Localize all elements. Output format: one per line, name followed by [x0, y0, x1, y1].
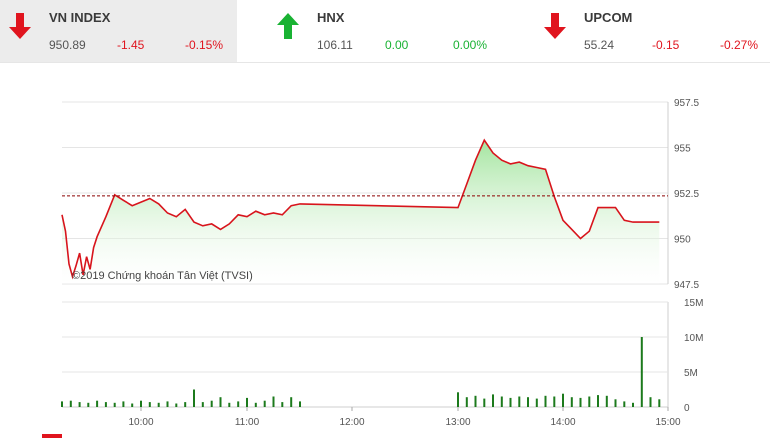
arrow-down-icon	[9, 13, 31, 39]
volume-bar	[104, 402, 107, 407]
index-pct: -0.15%	[185, 38, 224, 52]
volume-tick-label: 10M	[684, 333, 703, 344]
volume-bar	[640, 337, 643, 407]
index-pct: 0.00%	[453, 38, 488, 52]
volume-bar	[228, 402, 231, 407]
index-bar	[0, 0, 770, 63]
volume-tick-label: 15M	[684, 298, 703, 309]
price-area	[62, 140, 660, 284]
volume-bar	[597, 395, 599, 407]
volume-bar	[263, 400, 266, 407]
volume-bar	[219, 397, 222, 407]
index-name: HNX	[317, 10, 345, 25]
volume-bar	[527, 397, 529, 407]
volume-bar	[544, 395, 547, 407]
volume-bar	[246, 397, 248, 407]
x-tick-label: 11:00	[235, 417, 260, 428]
volume-bar	[201, 402, 204, 407]
index-change: -1.45	[117, 38, 145, 52]
x-tick-label: 14:00	[550, 417, 575, 428]
volume-bar	[562, 393, 564, 407]
volume-bar	[166, 401, 169, 407]
volume-bar	[632, 402, 634, 407]
volume-bar	[140, 400, 142, 407]
index-tab-vn-index[interactable]: VN INDEX 950.89 -1.45 -0.15%	[0, 0, 237, 62]
arrow-up-icon	[277, 13, 299, 39]
volume-tick-label: 0	[684, 403, 690, 414]
volume-bar	[122, 401, 125, 407]
volume-bar	[570, 397, 573, 407]
volume-bar	[474, 395, 477, 407]
volume-bar	[184, 402, 187, 407]
price-tick-label: 950	[674, 235, 691, 246]
x-tick-label: 13:00	[445, 417, 470, 428]
volume-bar	[193, 389, 195, 407]
volume-bar	[290, 397, 293, 407]
copyright-text: ©2019 Chứng khoán Tân Việt (TVSI)	[72, 270, 253, 282]
volume-bar	[78, 402, 81, 407]
intraday-chart: 957.5 955 952.5 950 947.5 ©2019 Chứng khoán T…	[42, 98, 703, 438]
legend-marker	[42, 434, 62, 438]
volume-bar	[272, 396, 275, 407]
volume-bar	[87, 402, 90, 407]
volume-bar	[157, 402, 160, 407]
volume-bar	[605, 395, 608, 407]
x-tick-label: 15:00	[655, 417, 680, 428]
volume-bar	[465, 397, 468, 407]
price-tick-label: 957.5	[674, 98, 699, 109]
index-change: -0.15	[652, 38, 680, 52]
index-tab-hnx[interactable]: HNX 106.11 0.00 0.00%	[268, 0, 508, 62]
volume-bar	[492, 394, 494, 407]
volume-bar	[69, 400, 72, 407]
index-value: 55.24	[584, 38, 615, 52]
volume-bar	[457, 392, 459, 407]
price-tick-label: 955	[674, 144, 691, 155]
volume-bar	[500, 396, 503, 407]
index-value: 106.11	[317, 38, 353, 52]
index-change: 0.00	[385, 38, 409, 52]
volume-bar	[148, 402, 151, 407]
index-value: 950.89	[49, 38, 86, 52]
volume-bar	[518, 396, 521, 407]
x-tick-label: 10:00	[128, 417, 153, 428]
volume-bar	[614, 399, 617, 407]
index-name: VN INDEX	[49, 10, 111, 25]
index-name: UPCOM	[584, 10, 633, 25]
price-tick-label: 952.5	[674, 189, 699, 200]
volume-bar	[210, 400, 213, 407]
volume-bar	[649, 397, 652, 407]
volume-bar	[658, 399, 661, 407]
index-pct: -0.27%	[720, 38, 759, 52]
volume-bar	[61, 401, 63, 407]
volume-bar	[509, 397, 512, 407]
volume-bar	[96, 400, 99, 407]
volume-bar	[299, 401, 301, 407]
volume-bar	[254, 402, 257, 407]
price-line	[61, 138, 660, 280]
volume-bar	[535, 398, 538, 407]
volume-bar	[175, 403, 178, 407]
volume-bar	[131, 403, 134, 407]
volume-bar	[113, 402, 116, 407]
x-tick-label: 12:00	[339, 417, 364, 428]
volume-bar	[553, 396, 556, 407]
arrow-down-icon	[544, 13, 566, 39]
volume-bar	[623, 401, 626, 407]
volume-tick-label: 5M	[684, 368, 698, 379]
price-tick-label: 947.5	[674, 280, 699, 291]
volume-bar	[483, 398, 486, 407]
index-tab-upcom[interactable]: UPCOM 55.24 -0.15 -0.27%	[535, 0, 770, 62]
volume-bar	[237, 401, 240, 407]
volume-bar	[281, 402, 284, 407]
volume-bar	[579, 397, 582, 407]
volume-bar	[588, 396, 591, 407]
